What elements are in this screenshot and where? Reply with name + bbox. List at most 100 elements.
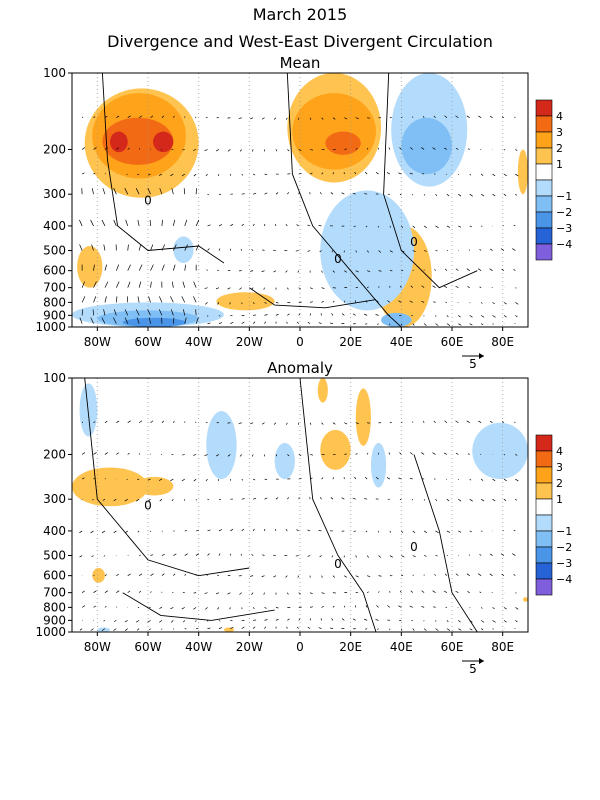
vector-arrow bbox=[435, 498, 438, 502]
vector-arrow bbox=[275, 607, 279, 609]
zero-contour-3 bbox=[249, 287, 377, 309]
colorbar-label: 4 bbox=[556, 445, 563, 458]
vector-arrow bbox=[227, 149, 231, 152]
vector-arrow bbox=[158, 309, 163, 316]
divergence-region-19 bbox=[153, 131, 174, 153]
vector-arrow bbox=[158, 478, 163, 481]
vector-arrow bbox=[230, 223, 234, 227]
x-tick-label: 60W bbox=[134, 640, 161, 654]
vector-arrow bbox=[93, 452, 97, 455]
vector-arrow bbox=[310, 301, 313, 303]
vector-arrow bbox=[435, 225, 439, 229]
vector-arrow bbox=[159, 620, 163, 623]
vector-arrow bbox=[468, 249, 471, 251]
vector-arrow bbox=[241, 498, 245, 500]
vector-arrow bbox=[218, 553, 221, 556]
vector-arrow bbox=[93, 172, 96, 175]
vector-arrow bbox=[386, 477, 391, 480]
vector-arrow bbox=[503, 454, 506, 456]
vector-arrow bbox=[287, 454, 290, 457]
vector-arrow bbox=[466, 268, 470, 271]
vector-arrow bbox=[446, 620, 449, 623]
vector-arrow bbox=[90, 219, 94, 227]
vector-arrow bbox=[215, 287, 220, 290]
vector-arrow bbox=[183, 499, 186, 501]
vector-arrow bbox=[412, 574, 414, 576]
vector-arrow bbox=[204, 287, 208, 289]
vector-arrow bbox=[489, 268, 493, 271]
vector-arrow bbox=[261, 117, 265, 120]
vector-arrow bbox=[410, 285, 413, 288]
vector-arrow bbox=[92, 498, 94, 501]
vector-arrow bbox=[477, 268, 482, 271]
x-tick-label: 60W bbox=[134, 335, 161, 349]
vector-arrow bbox=[238, 422, 242, 424]
vector-arrow bbox=[410, 452, 413, 455]
vector-arrow bbox=[227, 454, 231, 457]
vector-arrow bbox=[205, 302, 208, 305]
vector-arrow bbox=[285, 270, 288, 273]
vector-arrow bbox=[469, 193, 473, 197]
vector-arrow bbox=[251, 592, 254, 595]
vector-arrow bbox=[444, 420, 448, 423]
colorbar-label: 3 bbox=[556, 461, 563, 474]
panel-title: Anomaly bbox=[267, 359, 333, 377]
vector-arrow bbox=[159, 296, 163, 303]
vector-arrow bbox=[148, 317, 151, 324]
vector-arrow bbox=[479, 248, 482, 251]
vector-arrow bbox=[195, 116, 197, 118]
x-tick-label: 60E bbox=[441, 640, 464, 654]
colorbar-box bbox=[535, 450, 553, 468]
vector-arrow bbox=[115, 296, 118, 303]
vector-arrow bbox=[401, 555, 405, 558]
vector-arrow bbox=[173, 115, 175, 118]
vector-arrow bbox=[492, 315, 496, 318]
panel-title: Mean bbox=[280, 54, 321, 72]
vector-arrow bbox=[433, 301, 436, 303]
vector-arrow bbox=[182, 281, 186, 288]
vector-arrow bbox=[116, 590, 120, 593]
vector-arrow bbox=[137, 173, 140, 176]
vector-arrow bbox=[513, 224, 516, 227]
vector-arrow bbox=[127, 115, 131, 119]
vector-arrow bbox=[378, 555, 382, 558]
vector-arrow bbox=[321, 592, 325, 594]
vector-arrow bbox=[170, 309, 174, 316]
vector-arrow bbox=[503, 620, 507, 623]
vector-arrow bbox=[515, 607, 519, 610]
vector-arrow bbox=[389, 555, 393, 558]
vector-arrow bbox=[135, 188, 140, 195]
vector-arrow bbox=[344, 605, 346, 608]
vector-arrow bbox=[252, 223, 255, 227]
vector-arrow bbox=[150, 264, 154, 271]
vector-arrow bbox=[297, 270, 300, 273]
vector-arrow bbox=[355, 270, 359, 273]
vector-arrow bbox=[103, 244, 106, 251]
vector-arrow bbox=[264, 607, 267, 609]
vector-arrow bbox=[444, 268, 448, 271]
vector-arrow bbox=[138, 115, 143, 119]
vector-arrow bbox=[366, 147, 369, 150]
vector-arrow bbox=[193, 173, 197, 177]
vector-arrow bbox=[207, 224, 211, 227]
vector-arrow bbox=[124, 498, 128, 502]
vector-arrow bbox=[104, 147, 108, 150]
vector-arrow bbox=[285, 422, 288, 425]
vector-arrow bbox=[264, 321, 267, 324]
vector-arrow bbox=[377, 323, 379, 325]
vector-arrow bbox=[443, 285, 448, 288]
vector-arrow bbox=[218, 322, 223, 324]
vector-arrow bbox=[296, 529, 299, 532]
vector-arrow bbox=[285, 224, 288, 227]
vector-arrow bbox=[252, 626, 256, 629]
vector-arrow bbox=[480, 315, 485, 318]
contour-label: 0 bbox=[144, 194, 152, 208]
x-tick-label: 20E bbox=[339, 335, 362, 349]
vector-arrow bbox=[366, 555, 370, 558]
vector-arrow bbox=[241, 223, 245, 227]
vector-arrow bbox=[184, 317, 187, 324]
colorbar-label: −4 bbox=[556, 238, 572, 251]
vector-arrow bbox=[171, 498, 174, 502]
y-tick-label: 500 bbox=[43, 244, 66, 258]
y-tick-label: 600 bbox=[43, 264, 66, 278]
